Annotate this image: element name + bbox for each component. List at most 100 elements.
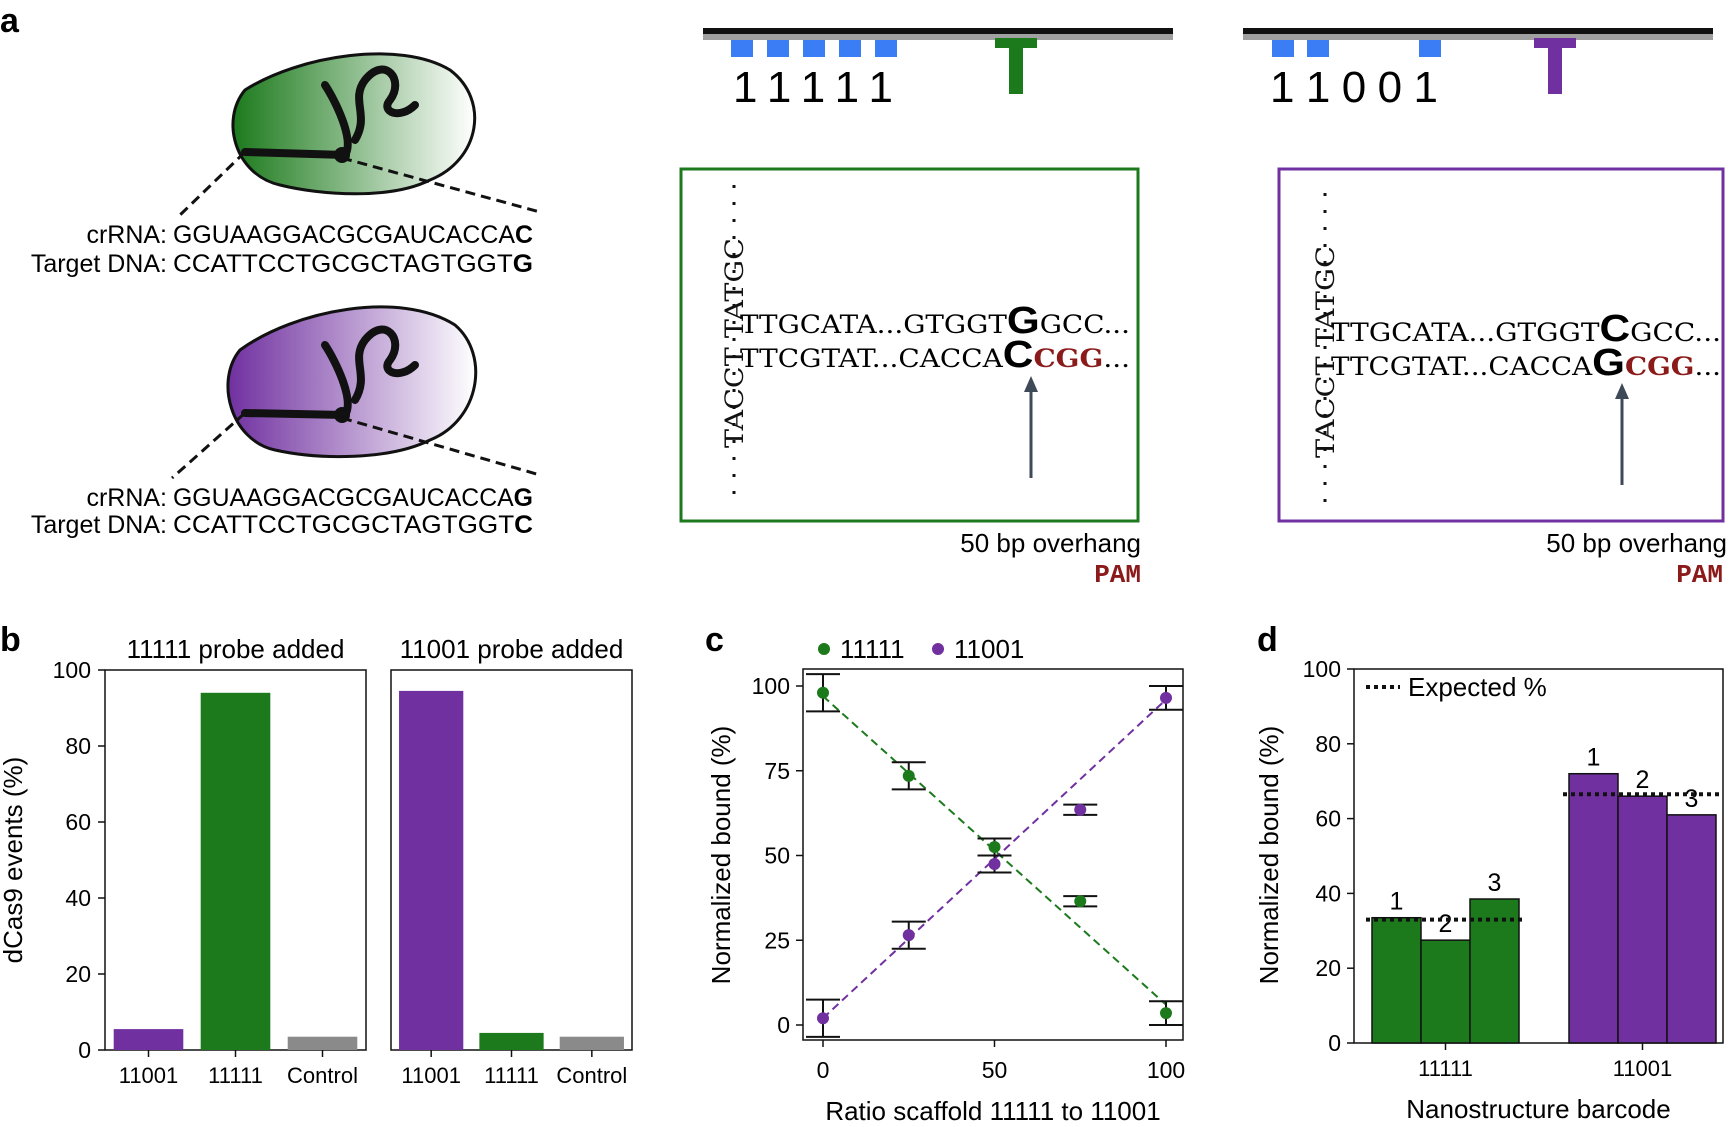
green-cut-arrow (1024, 376, 1038, 478)
barcode-site (839, 40, 861, 57)
dcas9-purple-complex (171, 305, 541, 480)
scaffold-11001 (1243, 28, 1713, 94)
barcode-site (1272, 40, 1294, 57)
bar (559, 1036, 624, 1050)
x-tick-label: 11111 (208, 1063, 263, 1088)
green-bottom-strand: TTCGTAT ...CACCA C CGG... (740, 334, 1130, 376)
green-pam-label: PAM (1094, 560, 1141, 590)
green-left-strand: TACCT TATGC (720, 238, 749, 448)
barcode-site (803, 40, 825, 57)
x-tick-label: 100 (1147, 1057, 1185, 1083)
y-axis-label: dCas9 events (%) (0, 757, 28, 964)
green-top-strand: TTGCATA ...GTGGT G GCC... (740, 300, 1130, 342)
barcode-site (731, 40, 753, 57)
green-dna-label: Target DNA: (31, 250, 167, 278)
y-tick-label: 25 (764, 927, 790, 953)
y-tick-label: 60 (1315, 806, 1341, 832)
y-tick-label: 0 (777, 1012, 790, 1038)
panel-label-d: d (1257, 621, 1278, 659)
barcode-site (767, 40, 789, 57)
purple-overhang-caption: 50 bp overhang (1546, 528, 1727, 558)
panel-label-b: b (0, 621, 21, 659)
y-axis-label: Normalized bound (%) (1254, 726, 1284, 985)
data-point (1160, 1007, 1172, 1020)
bar-label: 2 (1636, 766, 1650, 794)
green-target-box (679, 167, 1140, 523)
bar-label: 3 (1685, 785, 1699, 813)
x-axis-label: Ratio scaffold 11111 to 11001 (825, 1096, 1160, 1126)
bar (399, 690, 464, 1050)
chart-c-mixture: 0 25 50 75 100 0 50 100 Ratio scaffold 11111 to … (706, 634, 1185, 1126)
bar (1469, 898, 1520, 1044)
dcas9-green-complex (178, 52, 541, 217)
y-tick-label: 40 (65, 885, 91, 911)
y-tick-label: 80 (1315, 731, 1341, 757)
y-tick-label: 100 (1303, 656, 1341, 682)
bar (287, 1036, 358, 1050)
y-tick-label: 75 (764, 758, 790, 784)
data-point (902, 769, 915, 782)
bar (200, 692, 271, 1050)
green-overhang-caption: 50 bp overhang (960, 528, 1141, 558)
bar-label: 3 (1488, 869, 1502, 897)
bar-label: 1 (1587, 744, 1601, 772)
y-tick-label: 100 (53, 657, 91, 683)
chart-title: 11111 probe added (127, 634, 345, 664)
y-axis-label: Normalized bound (%) (706, 726, 736, 985)
purple-crrna-label: crRNA: (86, 484, 167, 512)
purple-crrna-sequence: GGUAAGGACGCGAUCACCAG (173, 484, 533, 512)
data-point (1074, 895, 1087, 908)
bar-label: 2 (1439, 910, 1453, 938)
bar (1420, 939, 1471, 1044)
x-tick-label: Control (556, 1063, 627, 1088)
barcode-site (1307, 40, 1329, 57)
plot-frame (802, 668, 1184, 1041)
data-point (817, 1012, 829, 1025)
green-crrna-sequence: GGUAAGGACGCGAUCACCAC (173, 221, 533, 249)
data-point (988, 841, 1001, 854)
chart-title: 11001 probe added (400, 634, 624, 664)
data-point (1160, 691, 1172, 704)
fit-line (822, 695, 1167, 1006)
y-tick-label: 80 (65, 733, 91, 759)
y-tick-label: 0 (1328, 1030, 1341, 1056)
y-tick-label: 20 (1315, 955, 1341, 981)
bar (1666, 814, 1717, 1044)
purple-cut-arrow (1615, 383, 1629, 485)
x-axis-label: Nanostructure barcode (1406, 1094, 1670, 1124)
bar (1371, 916, 1422, 1044)
y-tick-label: 50 (764, 843, 790, 869)
x-tick-label: 11111 (484, 1063, 539, 1088)
bar (1617, 795, 1668, 1044)
scaffold-11111 (703, 28, 1173, 94)
barcode-site (1419, 40, 1441, 57)
data-point (1074, 803, 1087, 816)
x-tick-label: 11111 (1418, 1056, 1473, 1081)
x-tick-label: 50 (982, 1057, 1008, 1083)
plot-frame (1353, 668, 1724, 1044)
purple-left-strand: TACCT TATGC (1311, 246, 1340, 458)
purple-pam-label: PAM (1676, 560, 1723, 590)
legend-marker (818, 643, 830, 655)
x-tick-label: 11001 (1613, 1056, 1673, 1081)
y-tick-label: 100 (752, 673, 790, 699)
bar (1568, 772, 1619, 1044)
purple-bottom-strand: TTCGTAT ...CACCA G CGG... (1331, 342, 1721, 384)
data-point (902, 929, 915, 942)
panel-label-c: c (705, 621, 724, 659)
purple-dna-label: Target DNA: (31, 511, 167, 539)
purple-top-strand: TTGCATA ...GTGGT C GCC... (1331, 308, 1721, 350)
data-point (988, 857, 1001, 870)
y-tick-label: 0 (78, 1037, 91, 1063)
y-tick-label: 20 (65, 961, 91, 987)
bar (113, 1029, 184, 1050)
purple-dna-sequence: CCATTCCTGCGCTAGTGGT C (173, 511, 533, 539)
bar (479, 1032, 544, 1050)
barcode-11001-text: 1 1 0 0 1 (1270, 63, 1438, 112)
green-crrna-label: crRNA: (86, 221, 167, 249)
chart-b-11001-probe: 11001 probe added 11001 11111 Control (390, 634, 633, 1088)
x-tick-label: 11001 (401, 1063, 461, 1088)
data-point (817, 686, 829, 699)
legend-label: Expected % (1408, 672, 1547, 702)
